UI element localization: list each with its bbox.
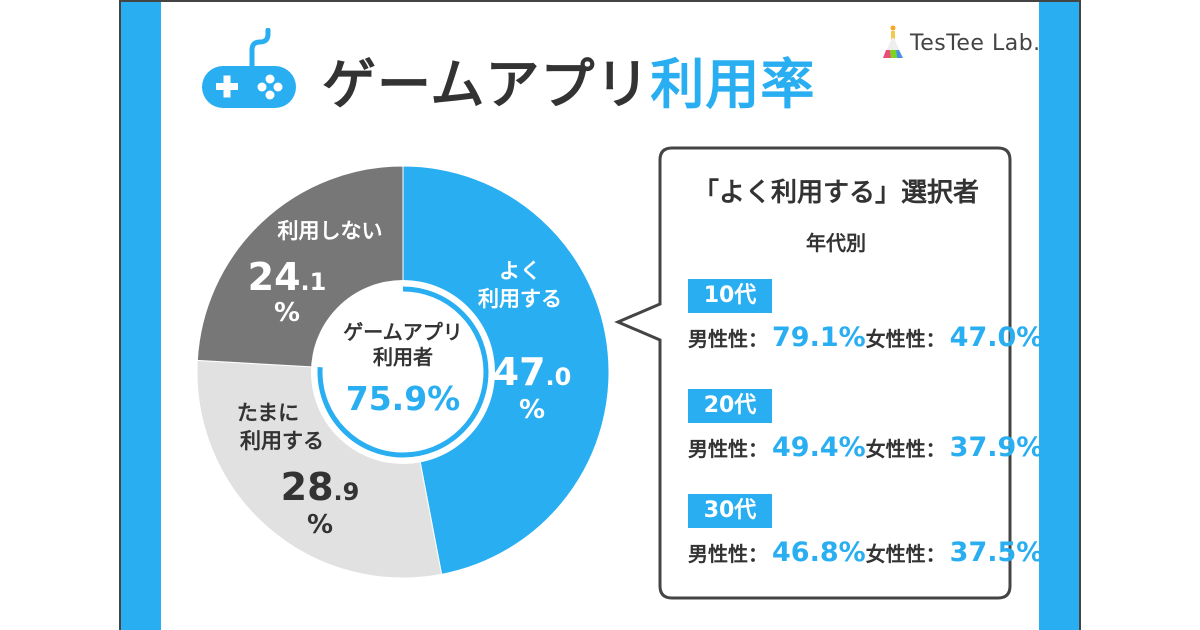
page-title: ゲームアプリ利用率: [322, 40, 815, 119]
male-label: 男性: [688, 437, 728, 461]
slice-value-often: 47.0: [493, 350, 572, 394]
center-label-line1: ゲームアプリ: [343, 320, 462, 344]
age-badge-10s: 10代: [688, 279, 772, 313]
slice-label-often-line2: 利用する: [478, 287, 562, 311]
title-part-accent: 利用率: [650, 53, 816, 116]
stat-row-30s: 男性 性： 46.8% 女性 性： 37.5%: [688, 537, 1044, 568]
female-label: 女性: [865, 437, 906, 461]
testee-logo: TesTee Lab.: [880, 24, 1041, 62]
female-value-30s: 37.5%: [949, 537, 1044, 568]
callout-subtitle: 年代別: [806, 231, 866, 255]
game-controller-icon: [202, 28, 296, 108]
slice-value-never: 24.1: [248, 255, 327, 299]
male-label: 男性: [688, 542, 728, 566]
slice-label-often-line1: よく: [499, 259, 541, 283]
male-label: 男性: [688, 327, 728, 351]
testee-logo-icon: [883, 25, 903, 58]
slice-value-sometimes: 28.9: [281, 465, 360, 509]
slice-label-never-line1: 利用しない: [278, 219, 383, 243]
age-badge-20s: 20代: [688, 389, 772, 423]
logo-text: TesTee Lab.: [910, 30, 1041, 56]
male-value-30s: 46.8%: [772, 537, 866, 568]
stat-row-10s: 男性 性： 79.1% 女性 性： 47.0%: [688, 322, 1044, 353]
stat-row-20s: 男性 性： 49.4% 女性 性： 37.9%: [688, 432, 1044, 463]
donut-center-fill: [311, 280, 495, 464]
female-label: 女性: [865, 327, 906, 351]
slice-often: [402, 165, 610, 575]
center-label-line2: 利用者: [373, 345, 433, 369]
title-part-dark: ゲームアプリ: [322, 53, 651, 116]
male-value-20s: 49.4%: [772, 432, 866, 463]
callout-box: [614, 146, 1012, 600]
slice-unit-sometimes: %: [307, 510, 333, 540]
center-value: 75.9%: [346, 379, 461, 418]
slice-unit-never: %: [274, 298, 300, 328]
slice-unit-often: %: [519, 395, 545, 425]
slice-label-sometimes-line2: 利用する: [240, 429, 324, 453]
callout-title: 「よく利用する」選択者: [692, 178, 979, 208]
slice-label-sometimes-line1: たまに: [237, 401, 299, 425]
female-value-20s: 37.9%: [949, 432, 1044, 463]
center-progress-ring: [317, 286, 489, 458]
right-accent-bar: [1039, 2, 1079, 630]
age-badge-30s: 30代: [688, 494, 772, 528]
female-label: 女性: [865, 542, 906, 566]
left-accent-bar: [121, 2, 161, 630]
male-value-10s: 79.1%: [772, 322, 866, 353]
female-value-10s: 47.0%: [949, 322, 1044, 353]
